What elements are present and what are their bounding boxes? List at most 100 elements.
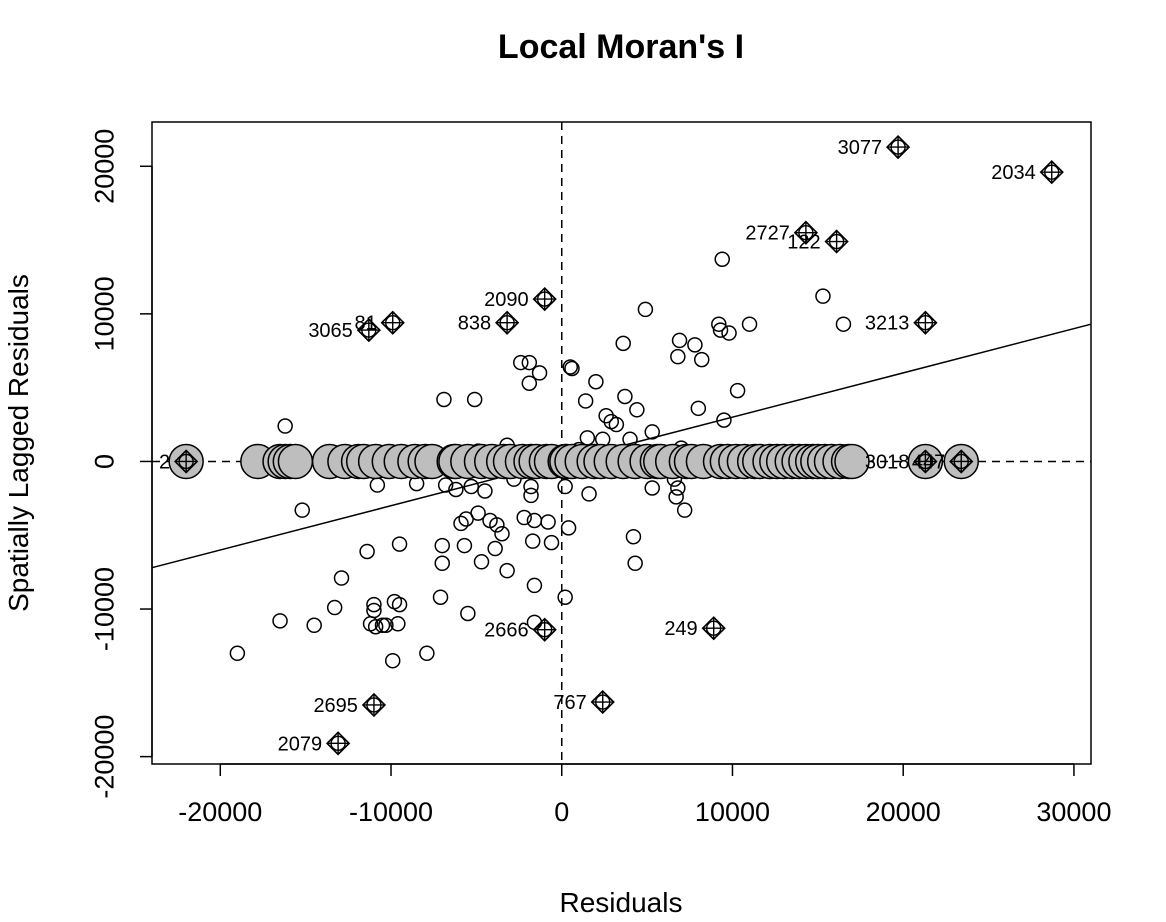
x-tick-label: 20000	[866, 797, 941, 827]
data-point	[494, 526, 510, 542]
y-axis: -20000 -10000 0 10000 20000	[89, 129, 153, 799]
data-point	[277, 418, 293, 434]
data-point	[617, 388, 633, 405]
reference-lines	[152, 122, 1091, 764]
point-label: 249	[664, 618, 697, 640]
point-label: 3018	[865, 451, 910, 473]
point-label: 2034	[991, 162, 1036, 184]
data-point	[608, 416, 625, 433]
data-point	[499, 562, 515, 579]
data-point	[294, 502, 310, 518]
data-point	[378, 617, 394, 634]
data-point	[448, 481, 464, 498]
data-point	[521, 375, 538, 391]
data-point	[577, 393, 594, 409]
data-point	[676, 502, 693, 518]
data-point	[524, 533, 541, 549]
data-point	[391, 536, 408, 552]
data-point	[463, 478, 480, 495]
filled-points-group	[168, 443, 979, 480]
data-point	[714, 251, 730, 268]
data-point	[627, 555, 643, 572]
data-point	[306, 617, 322, 634]
data-point	[741, 316, 758, 332]
data-point	[434, 537, 450, 554]
point-label: 122	[787, 232, 820, 254]
data-point	[326, 599, 343, 616]
point-label: 3077	[838, 137, 883, 159]
data-point	[729, 382, 746, 399]
data-point	[434, 555, 450, 572]
chart-title: Local Moran's I	[498, 28, 744, 66]
data-point	[390, 616, 406, 632]
data-point	[513, 354, 529, 371]
y-tick-label: 10000	[89, 276, 119, 351]
x-tick-label: 30000	[1036, 797, 1111, 827]
data-point	[487, 540, 503, 557]
data-point	[456, 537, 473, 554]
data-point	[466, 391, 483, 408]
point-label: 2666	[484, 620, 529, 642]
point-label: 3065	[308, 320, 353, 342]
data-point	[579, 430, 596, 446]
data-point	[629, 402, 645, 418]
data-point	[460, 605, 476, 622]
data-point	[615, 335, 631, 352]
data-point	[526, 512, 543, 529]
data-point	[419, 645, 435, 662]
data-point	[432, 589, 449, 605]
data-point	[721, 325, 737, 341]
data-point	[369, 477, 386, 493]
y-tick-label: 0	[89, 454, 119, 469]
data-point	[366, 602, 382, 619]
data-point	[473, 554, 490, 570]
data-point	[716, 412, 732, 428]
data-point	[711, 316, 727, 332]
data-point	[598, 407, 614, 424]
data-point	[489, 517, 505, 533]
data-point	[436, 391, 452, 408]
data-point	[526, 614, 543, 631]
data-point	[581, 486, 597, 502]
data-point	[835, 316, 852, 332]
data-point	[359, 543, 375, 560]
x-axis: -20000 -10000 0 10000 20000 30000	[178, 763, 1111, 827]
data-point	[516, 509, 532, 526]
data-point	[693, 351, 710, 368]
data-point	[333, 570, 350, 586]
data-point	[453, 515, 469, 532]
data-point	[523, 478, 539, 495]
point-label: 2727	[745, 223, 790, 245]
data-point	[526, 577, 543, 594]
data-point	[470, 505, 486, 521]
data-point	[557, 589, 573, 605]
data-point	[671, 332, 688, 349]
data-point	[588, 374, 604, 390]
data-point	[531, 365, 548, 381]
y-tick-label: -10000	[89, 567, 119, 651]
data-point	[521, 354, 538, 371]
data-point	[712, 322, 729, 338]
point-label: 2090	[484, 289, 529, 311]
x-tick-label: 0	[554, 797, 569, 827]
point-label: 2695	[313, 695, 358, 717]
data-point	[384, 652, 401, 669]
data-point	[366, 596, 382, 613]
point-label: 2079	[278, 733, 323, 755]
point-label: 767	[553, 692, 586, 714]
y-axis-label: Spatially Lagged Residuals	[3, 274, 34, 612]
point-label: 447	[912, 451, 945, 473]
data-point	[367, 618, 384, 635]
x-tick-label: 10000	[695, 797, 770, 827]
data-point	[557, 478, 573, 495]
data-point	[437, 477, 454, 493]
data-point	[603, 413, 620, 430]
plot-frame	[151, 121, 1092, 765]
x-axis-label: Residuals	[560, 887, 683, 918]
data-point	[668, 489, 684, 505]
point-label: 2	[159, 451, 170, 473]
data-point	[562, 359, 579, 375]
data-point	[687, 337, 703, 353]
